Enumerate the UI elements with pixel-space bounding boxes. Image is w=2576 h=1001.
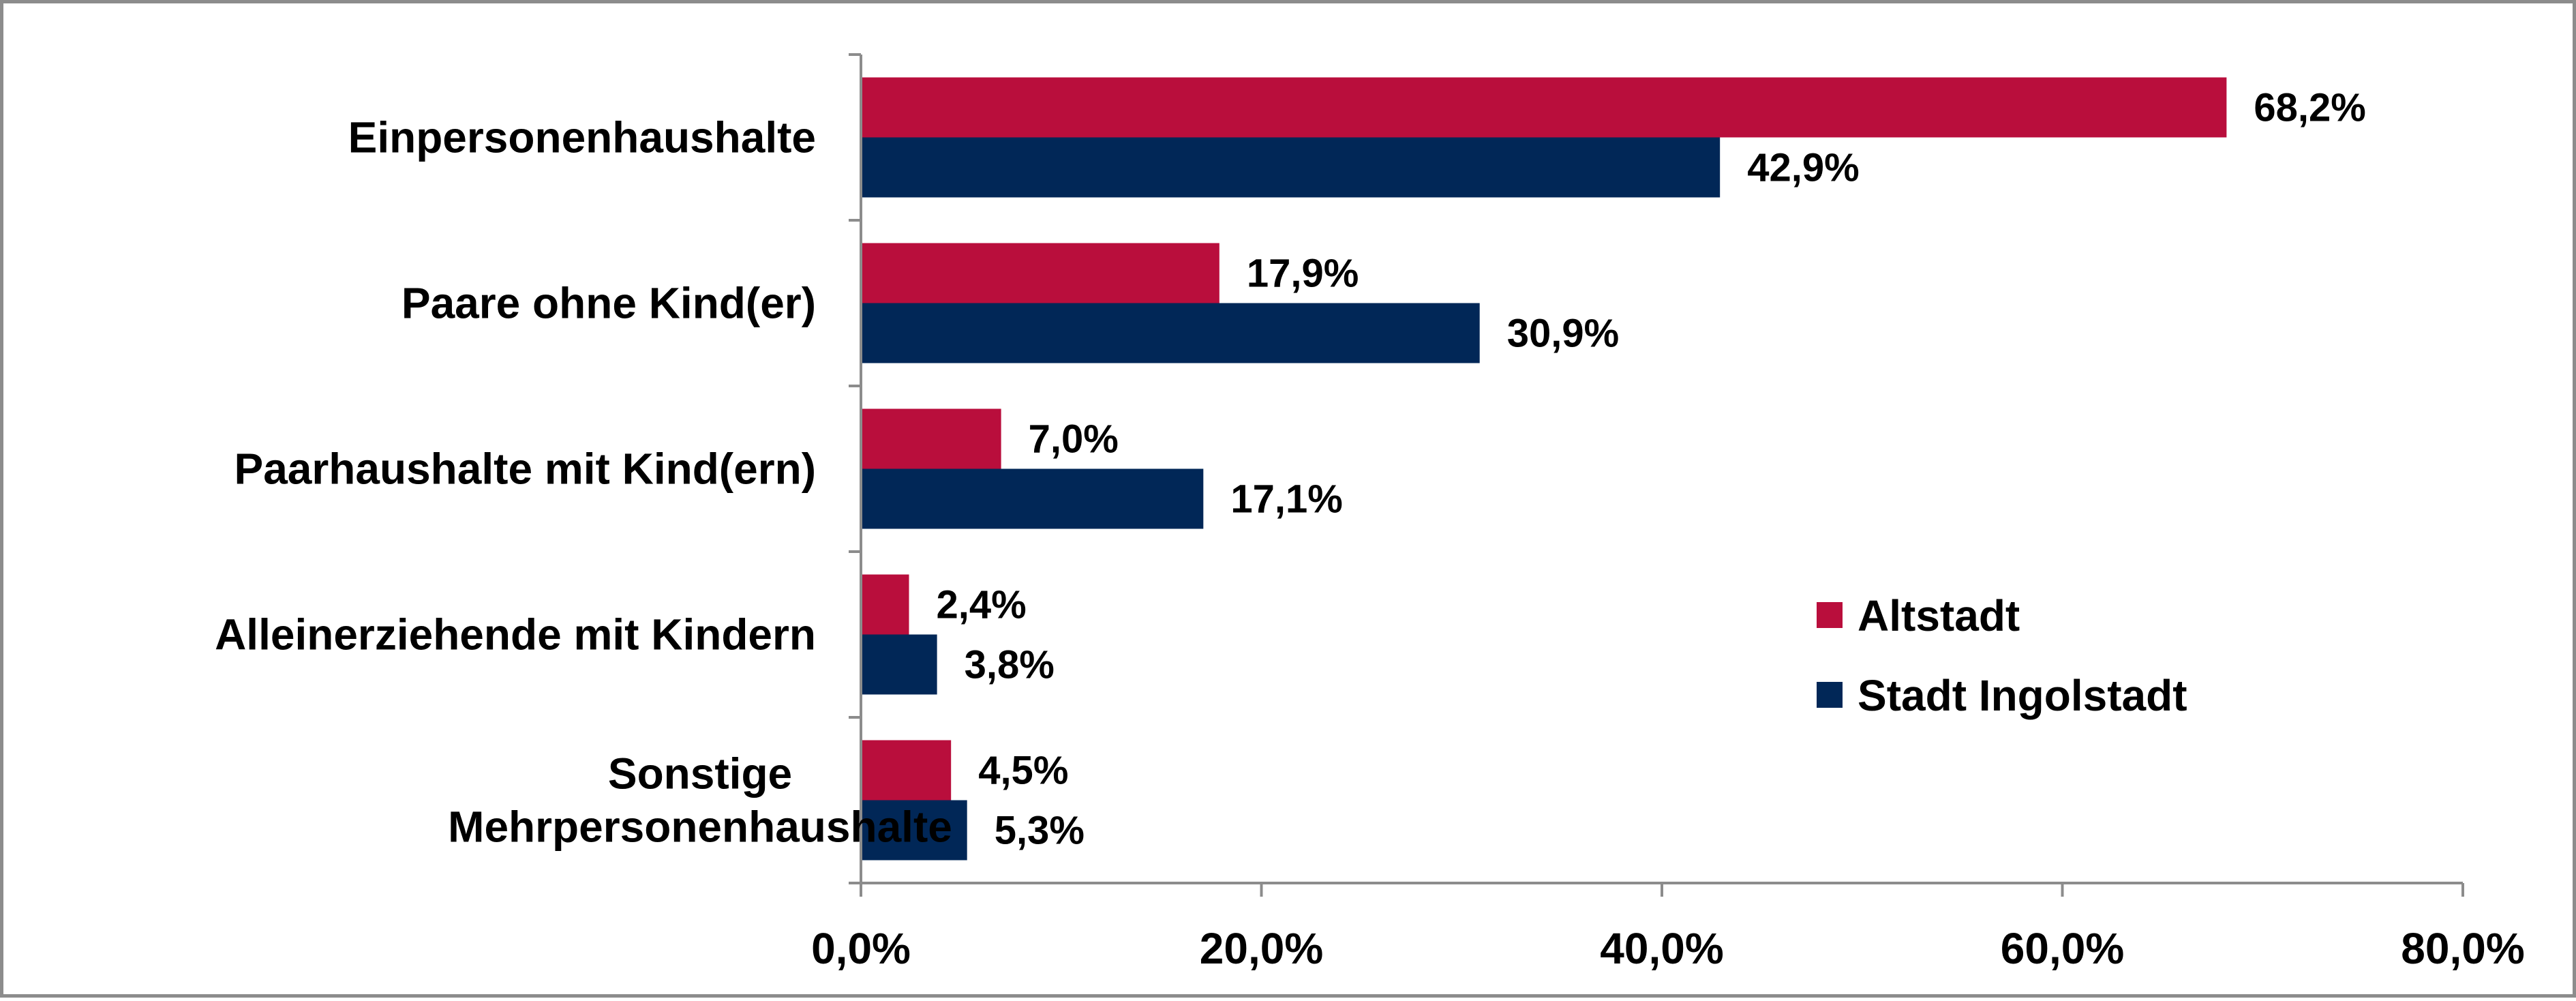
value-label: 17,1% (1230, 477, 1342, 522)
bar-stadt-ingolstadt-2 (861, 468, 1204, 529)
chart: 68,2% 42,9% Einpersonenhaushalte 17,9% 30,9%… (215, 53, 2525, 974)
value-label: 3,8% (965, 643, 1055, 687)
legend-swatch-stadt-ingolstadt (1817, 682, 1843, 708)
value-label: 4,5% (978, 749, 1068, 793)
bar-stadt-ingolstadt-0 (861, 137, 1721, 198)
bar-stadt-ingolstadt-4 (861, 800, 967, 861)
category-label: Paare ohne Kind(er) (401, 279, 816, 328)
category-label: Sonstige Mehrpersonenhaushalte (448, 749, 952, 852)
x-tick-label: 20,0% (1200, 924, 1323, 973)
value-label: 17,9% (1247, 252, 1359, 296)
bars-layer (861, 77, 2227, 861)
value-label: 68,2% (2254, 86, 2365, 130)
bar-altstadt-4 (861, 740, 952, 801)
value-label: 42,9% (1747, 146, 1859, 190)
value-label: 7,0% (1029, 417, 1119, 462)
legend: Altstadt Stadt Ingolstadt (1817, 591, 2187, 720)
value-label: 2,4% (937, 583, 1027, 627)
bar-stadt-ingolstadt-3 (861, 634, 937, 695)
bar-altstadt-0 (861, 77, 2227, 138)
category-label: Alleinerziehende mit Kindern (215, 610, 816, 659)
legend-swatch-altstadt (1817, 602, 1843, 628)
bar-altstadt-2 (861, 408, 1001, 469)
value-label: 30,9% (1507, 312, 1619, 356)
x-tick-label: 60,0% (2001, 924, 2124, 973)
x-tick-label: 80,0% (2401, 924, 2524, 973)
x-tick-label: 0,0% (811, 924, 911, 973)
x-tick-label: 40,0% (1600, 924, 1723, 973)
legend-label: Altstadt (1858, 591, 2020, 640)
bar-altstadt-1 (861, 243, 1219, 303)
labels-layer: 68,2% 42,9% Einpersonenhaushalte 17,9% 30,9%… (215, 86, 2525, 974)
legend-label: Stadt Ingolstadt (1858, 671, 2187, 720)
category-label: Einpersonenhaushalte (348, 113, 816, 162)
category-label: Paarhaushalte mit Kind(ern) (234, 445, 817, 494)
bar-stadt-ingolstadt-1 (861, 303, 1480, 363)
value-label: 5,3% (995, 809, 1085, 853)
axes-layer (849, 53, 2464, 897)
bar-altstadt-3 (861, 574, 909, 635)
